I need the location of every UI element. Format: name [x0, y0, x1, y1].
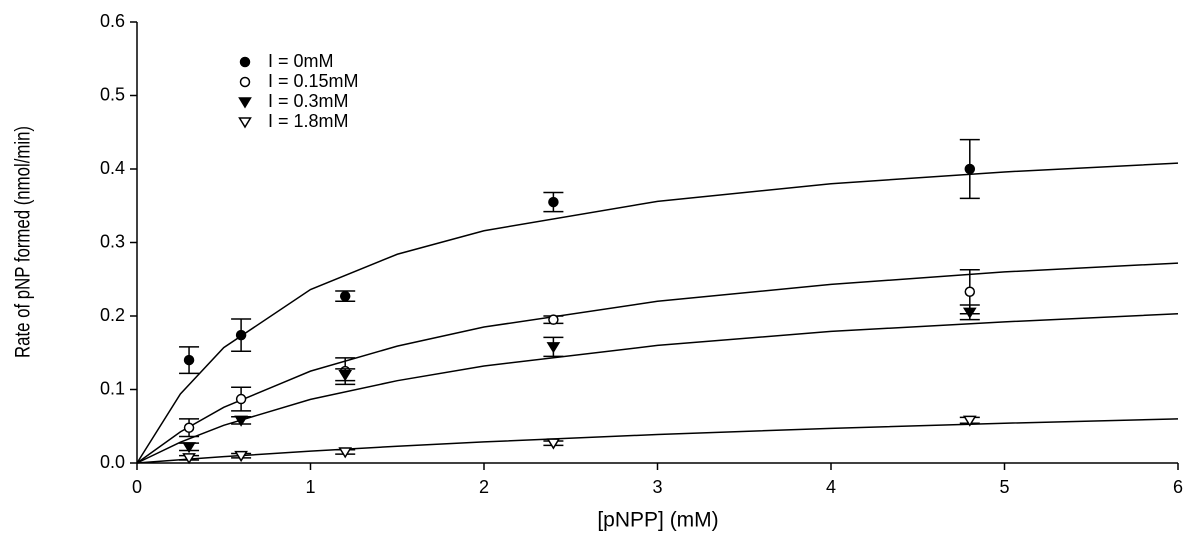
y-tick-label: 0.4 — [100, 158, 125, 178]
y-tick-label: 0.6 — [100, 11, 125, 31]
y-tick-label: 0.2 — [100, 305, 125, 325]
legend-marker — [238, 97, 252, 109]
x-tick-label: 1 — [305, 477, 315, 497]
x-tick-label: 3 — [652, 477, 662, 497]
data-point — [235, 329, 247, 341]
data-point — [235, 393, 247, 405]
data-point — [182, 442, 196, 454]
data-point — [338, 370, 353, 382]
data-point — [234, 415, 248, 427]
y-tick-label: 0.0 — [100, 452, 125, 472]
data-point — [183, 354, 195, 366]
data-point — [548, 314, 559, 325]
data-point — [962, 307, 977, 319]
y-axis-title: Rate of pNP formed (nmol/min) — [12, 126, 35, 358]
data-point — [548, 196, 559, 208]
data-point — [182, 453, 196, 465]
legend-label: I = 0.15mM — [268, 71, 359, 91]
y-tick-label: 0.1 — [100, 378, 125, 398]
data-point — [964, 163, 976, 175]
fit-line — [136, 162, 1179, 464]
x-tick-label: 0 — [132, 477, 142, 497]
y-tick-label: 0.5 — [100, 84, 125, 104]
legend-label: I = 0mM — [268, 51, 334, 71]
y-tick-label: 0.3 — [100, 231, 125, 251]
data-point — [234, 450, 248, 463]
fit-line — [136, 313, 1179, 464]
data-point — [546, 438, 561, 450]
legend-label: I = 1.8mM — [268, 111, 349, 131]
fit-line — [136, 262, 1179, 464]
x-tick-label: 5 — [999, 477, 1009, 497]
data-point — [338, 447, 353, 459]
x-tick-label: 4 — [826, 477, 836, 497]
legend-marker — [238, 117, 252, 129]
fit-line — [136, 418, 1179, 464]
legend-marker — [239, 56, 251, 68]
data-point — [964, 286, 976, 297]
data-point — [339, 290, 351, 302]
data-point — [183, 422, 195, 433]
data-point — [546, 342, 561, 354]
data-point — [962, 415, 977, 427]
x-tick-label: 6 — [1173, 477, 1183, 497]
legend-marker — [239, 76, 251, 88]
x-tick-label: 2 — [479, 477, 489, 497]
x-axis-title: [pNPP] (mM) — [597, 509, 718, 532]
legend-label: I = 0.3mM — [268, 91, 349, 111]
